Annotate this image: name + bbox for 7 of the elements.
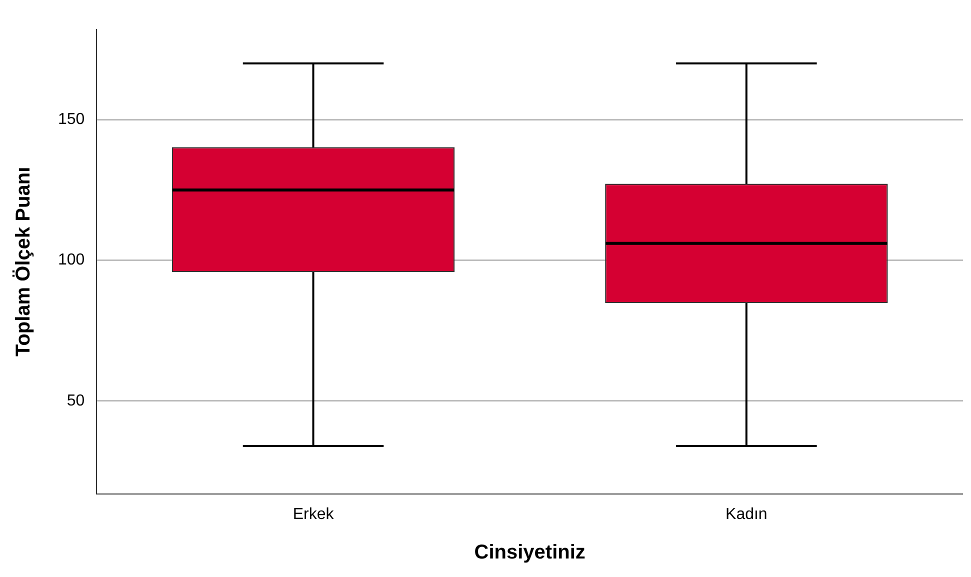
x-axis-title: Cinsiyetiniz <box>474 542 586 564</box>
y-axis-title: Toplam Ölçek Puanı <box>12 166 35 357</box>
x-tick-label: Kadın <box>726 506 768 523</box>
y-tick-label: 50 <box>66 392 85 410</box>
y-tick-label: 150 <box>58 111 85 128</box>
x-tick-label: Erkek <box>292 506 335 523</box>
y-tick-label: 100 <box>58 252 85 269</box>
